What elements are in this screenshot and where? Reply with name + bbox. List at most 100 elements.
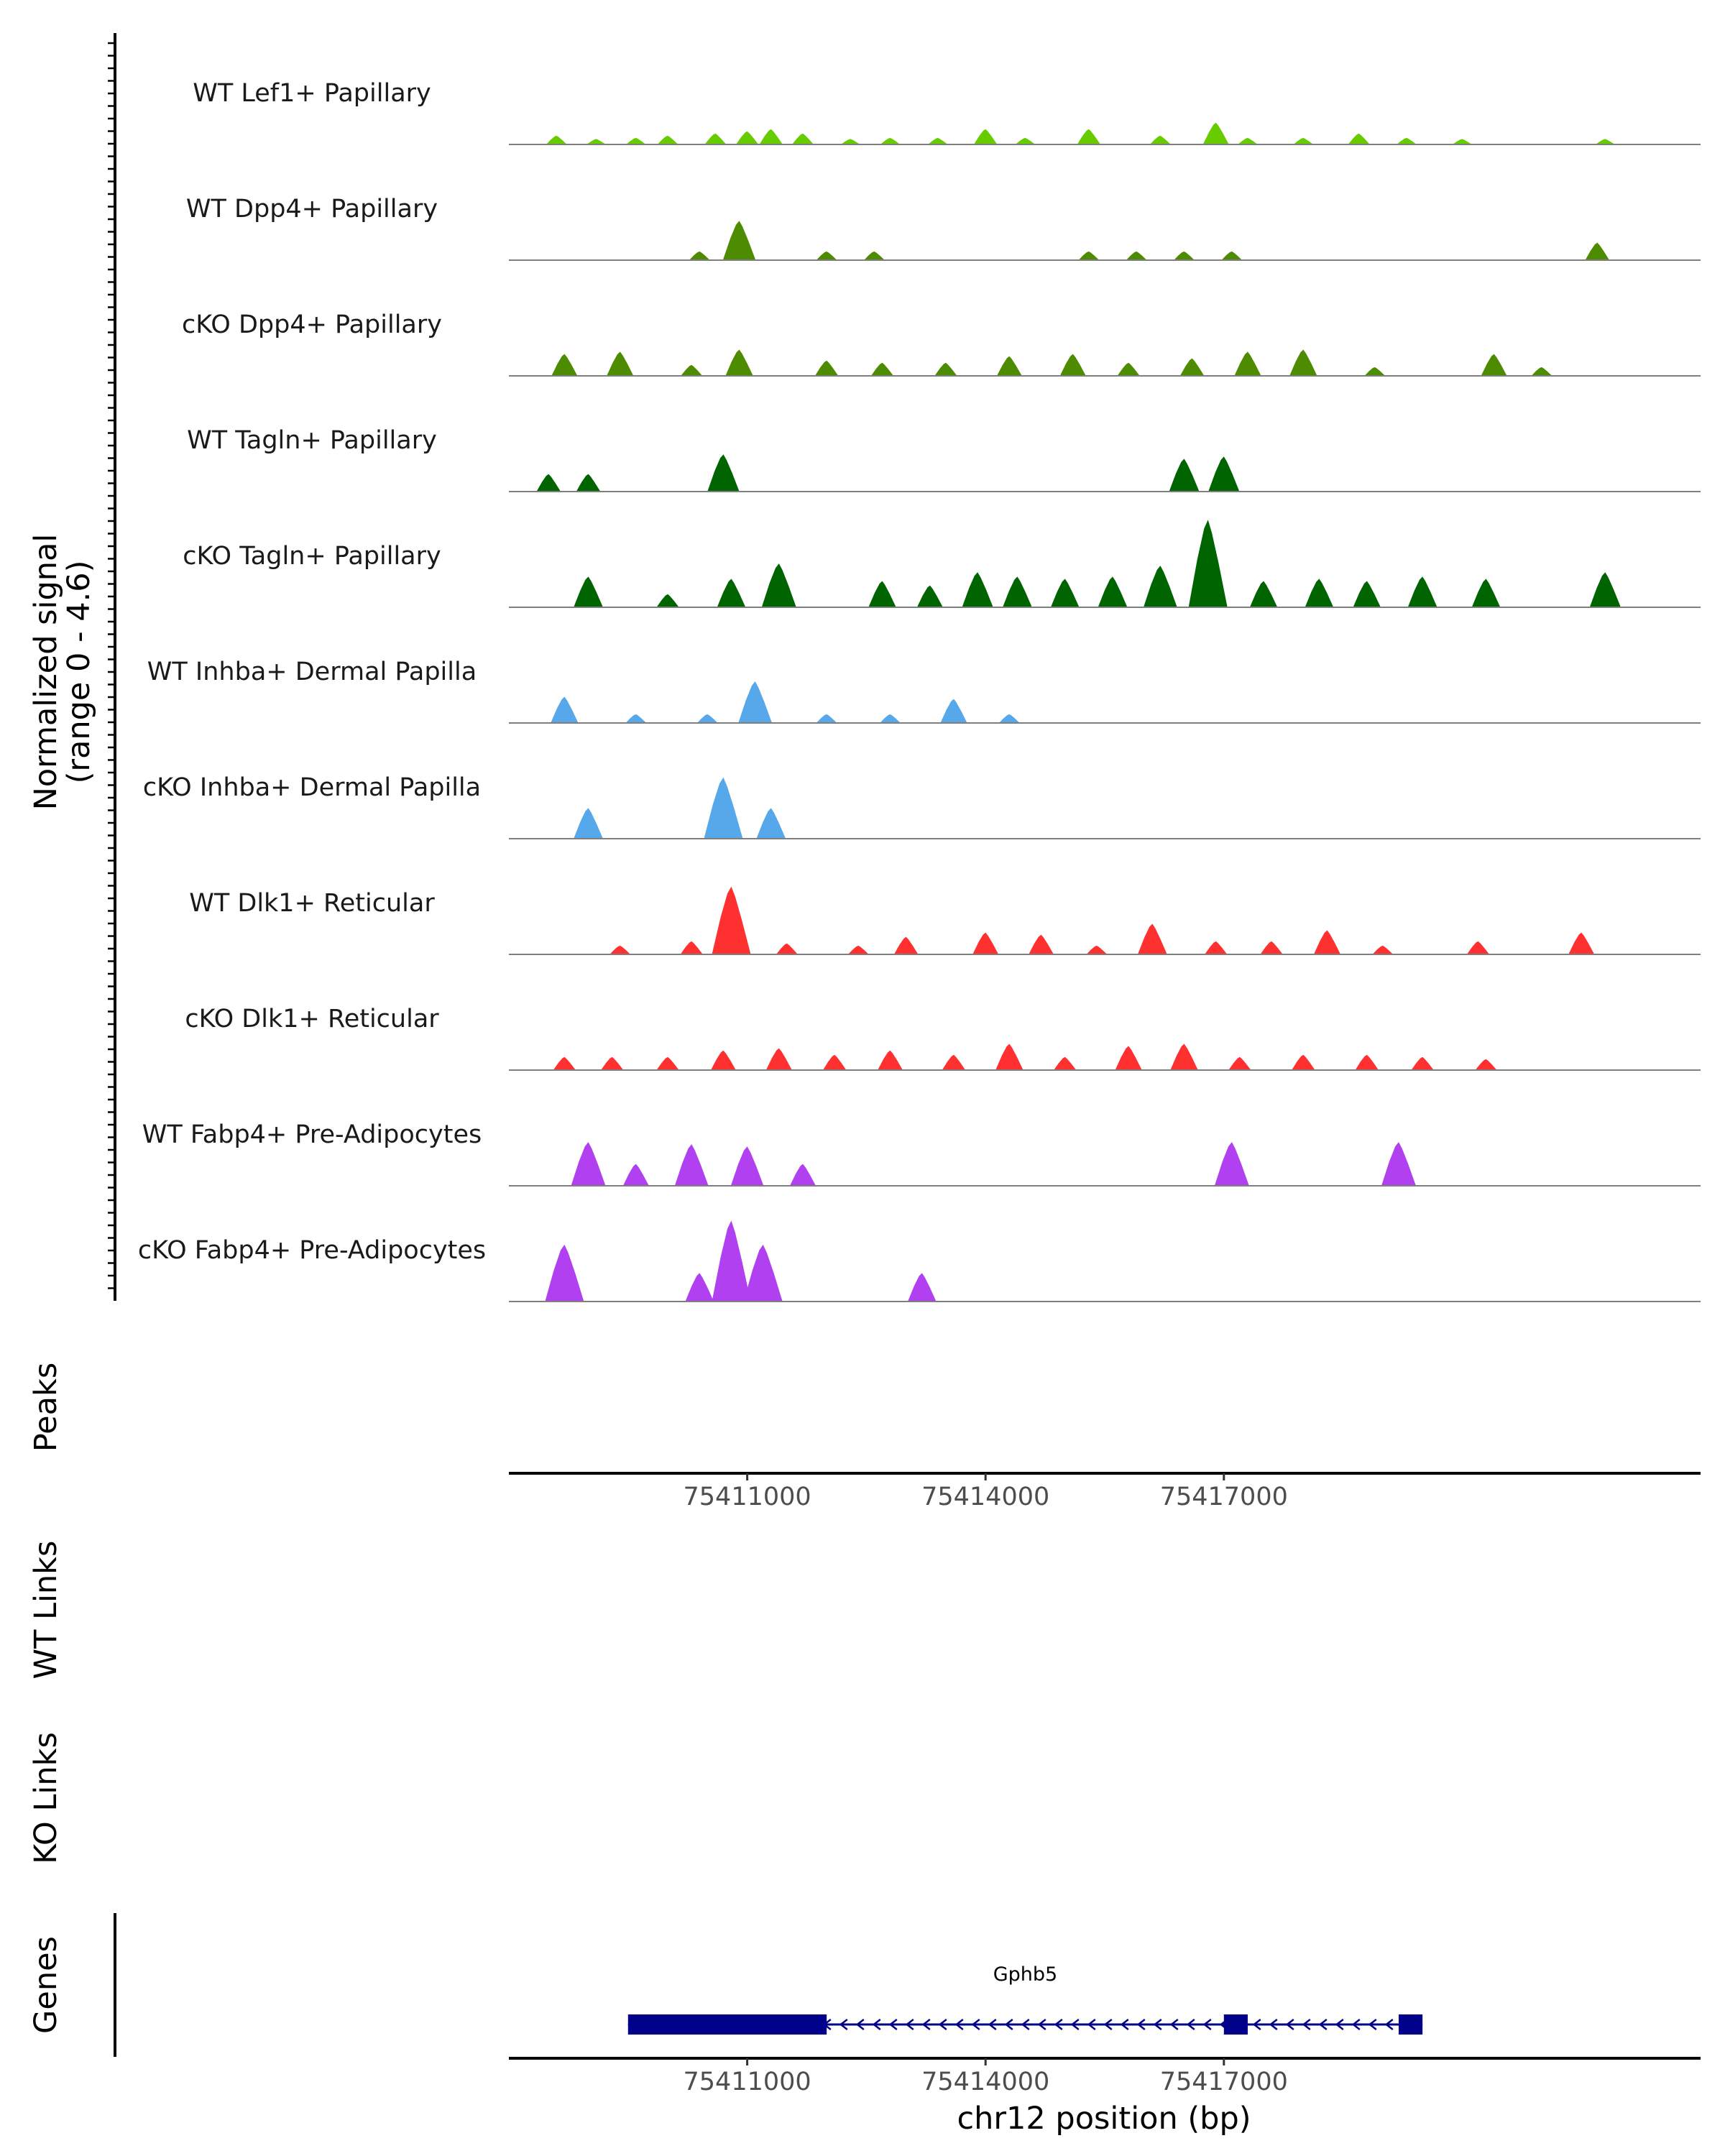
strand-arrow <box>855 2019 865 2030</box>
coverage-peak <box>601 1056 624 1070</box>
strand-arrow <box>1269 2019 1278 2030</box>
coverage-peak <box>712 886 751 954</box>
coverage-peak <box>656 1056 679 1070</box>
coverage-peak <box>586 139 607 144</box>
coverage-peak <box>880 714 901 723</box>
strand-arrow <box>905 2019 914 2030</box>
coverage-peak <box>1595 139 1615 144</box>
coverage-peak <box>1015 137 1036 144</box>
coverage-peak <box>1169 459 1200 492</box>
strand-arrow <box>1186 2019 1195 2030</box>
x-tick-label: 75414000 <box>921 2068 1049 2096</box>
coverage-peak <box>1355 1054 1379 1070</box>
coverage-peak <box>576 474 601 492</box>
coverage-peak <box>928 137 948 144</box>
gene-model: Gphb5 <box>627 1963 1423 2035</box>
coverage-track <box>509 886 1701 955</box>
strand-arrow <box>1302 2019 1311 2030</box>
coverage-peak <box>868 581 896 607</box>
strand-arrow <box>1103 2019 1113 2030</box>
coverage-peak <box>545 1244 584 1302</box>
strand-arrow <box>1070 2019 1080 2030</box>
y-axis-subtitle: (range 0 - 4.6) <box>61 561 97 784</box>
coverage-peak <box>1585 242 1610 260</box>
coverage-peak <box>962 572 993 607</box>
strand-arrow <box>1351 2019 1361 2030</box>
coverage-peak <box>685 1273 714 1302</box>
coverage-peak <box>712 1220 751 1302</box>
coverage-peak <box>791 133 814 144</box>
coverage-peak <box>551 696 579 723</box>
coverage-peak <box>878 1050 903 1070</box>
coverage-peak <box>1260 941 1283 954</box>
coverage-peak <box>730 1146 764 1186</box>
coverage-peak <box>1353 581 1381 607</box>
coverage-peak <box>759 129 783 144</box>
coverage-peak <box>765 1048 792 1070</box>
coverage-peak <box>1372 945 1394 954</box>
strand-arrow <box>888 2019 898 2030</box>
coverage-track <box>509 122 1701 145</box>
track-label: cKO Dlk1+ Reticular <box>185 1005 439 1033</box>
track-label: WT Dlk1+ Reticular <box>189 889 435 918</box>
coverage-peak <box>736 131 759 144</box>
coverage-track <box>509 349 1701 377</box>
coverage-peak <box>1466 941 1490 954</box>
peaks-panel-title: Peaks <box>28 1363 64 1452</box>
coverage-peak <box>1364 367 1386 376</box>
coverage-peak <box>1411 1056 1434 1070</box>
coverage-peak <box>704 133 727 144</box>
coverage-peak <box>1059 354 1086 376</box>
coverage-track <box>509 681 1701 724</box>
coverage-peak <box>571 1142 606 1186</box>
track-label: cKO Tagln+ Papillary <box>183 542 441 571</box>
strand-arrow <box>988 2019 997 2030</box>
coverage-peak <box>674 1144 709 1186</box>
coverage-peak <box>536 474 561 492</box>
coverage-peak <box>1289 349 1317 376</box>
track-label: cKO Fabp4+ Pre-Adipocytes <box>138 1236 486 1265</box>
peaks-x-axis: 75411000 75414000 75417000 <box>509 1472 1701 1511</box>
strand-arrow <box>872 2019 881 2030</box>
y-axis-title: Normalized signal <box>28 534 64 811</box>
track-label: WT Dpp4+ Papillary <box>186 195 438 224</box>
coverage-peak <box>553 1056 576 1070</box>
coverage-peak <box>789 1164 816 1186</box>
coverage-track <box>509 520 1701 608</box>
coverage-peak <box>681 364 703 376</box>
strand-arrow <box>938 2019 947 2030</box>
coverage-peak <box>725 349 753 376</box>
coverage-peak <box>704 777 743 839</box>
coverage-peak <box>626 137 646 144</box>
coverage-peak <box>974 129 998 144</box>
gene-annotations: Gphb5 <box>627 1963 1423 2035</box>
strand-arrow <box>1384 2019 1394 2030</box>
coverage-peak <box>1050 579 1080 607</box>
coverage-peak <box>1205 941 1228 954</box>
coverage-peak <box>1568 932 1595 954</box>
coverage-peak <box>1531 367 1552 376</box>
coverage-peak <box>1202 122 1229 144</box>
strand-arrow <box>1054 2019 1063 2030</box>
strand-arrow <box>1368 2019 1377 2030</box>
coverage-peak <box>696 714 718 723</box>
coverage-peak <box>1098 576 1128 607</box>
coverage-peak <box>756 808 786 839</box>
coverage-peak <box>1381 1142 1416 1186</box>
gene-exon <box>627 2014 827 2035</box>
coverage-peak <box>738 681 773 723</box>
x-tick-label: 75414000 <box>921 1483 1049 1511</box>
coverage-track <box>509 454 1701 492</box>
coverage-peak <box>1086 945 1108 954</box>
coverage-peak <box>1305 579 1334 607</box>
coverage-peak <box>995 1044 1024 1070</box>
coverage-peak <box>1126 251 1147 260</box>
coverage-peak <box>1117 362 1140 376</box>
x-tick-label: 75411000 <box>684 2068 811 2096</box>
wt-links-panel-title: WT Links <box>28 1541 64 1680</box>
strand-arrow <box>1037 2019 1046 2030</box>
coverage-peak <box>816 251 837 260</box>
x-tick-label: 75417000 <box>1160 2068 1288 2096</box>
x-tick-label: 75417000 <box>1160 1483 1288 1511</box>
coverage-peak <box>934 362 957 376</box>
